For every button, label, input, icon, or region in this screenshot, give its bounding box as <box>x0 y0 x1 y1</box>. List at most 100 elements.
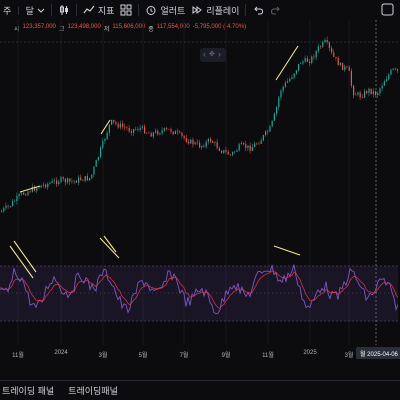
price-candle <box>113 119 115 123</box>
undo-icon <box>254 6 264 15</box>
price-candle <box>34 186 36 191</box>
price-candle <box>199 142 201 148</box>
redo-button[interactable] <box>267 0 285 20</box>
price-candle <box>60 177 62 183</box>
price-candle <box>302 61 304 64</box>
price-candle <box>86 176 88 181</box>
tab-trading-panel[interactable]: 트레이딩 패널 <box>2 386 55 396</box>
layouts-button[interactable] <box>117 0 135 20</box>
price-candle <box>383 81 385 86</box>
price-candle <box>45 184 47 188</box>
time-axis[interactable]: 11월 2024 3월 5월 7월 9월 11월 2025 3월 월 2025-… <box>0 345 400 365</box>
ohlc-legend: 시 123,357,000 고 123,498,000 저 115,606,00… <box>14 24 246 33</box>
price-candle <box>91 174 93 179</box>
price-candle <box>207 139 209 142</box>
price-candle <box>317 46 319 52</box>
undo-button[interactable] <box>249 0 267 20</box>
price-candle <box>139 127 141 131</box>
window-icon <box>381 3 394 16</box>
price-candle <box>27 191 29 196</box>
price-candle <box>271 120 273 127</box>
price-candle <box>273 113 275 121</box>
price-candle <box>267 131 269 132</box>
price-candle <box>168 128 170 130</box>
price-candle <box>357 92 359 95</box>
price-candle <box>53 180 55 182</box>
price-candle <box>306 58 308 62</box>
price-chart[interactable] <box>0 20 398 346</box>
price-candle <box>339 62 341 66</box>
price-candle <box>3 208 5 212</box>
price-candle <box>298 63 300 71</box>
price-candle <box>1 211 3 212</box>
drag-icon: ✥ <box>209 51 215 58</box>
layout-settings-button[interactable] <box>381 3 394 16</box>
price-candle <box>287 81 289 83</box>
price-candle <box>311 56 313 63</box>
price-candle <box>7 205 9 207</box>
price-candle <box>322 41 324 47</box>
price-candle <box>258 143 260 145</box>
price-candle <box>234 151 236 153</box>
price-candle <box>260 140 262 144</box>
price-candle <box>304 58 306 62</box>
price-candle <box>9 206 11 207</box>
tab-trading-panel-2[interactable]: 트레이딩패널 <box>68 386 118 396</box>
timeframe-unit-label: 달 <box>25 5 34 16</box>
price-candle <box>249 145 251 151</box>
redo-icon <box>271 6 281 15</box>
price-candle <box>122 123 124 127</box>
price-candle <box>104 139 106 141</box>
price-candle <box>331 48 333 53</box>
price-candle <box>42 184 44 186</box>
chart-area[interactable] <box>0 20 398 366</box>
price-candle <box>238 144 240 151</box>
change-value: -5,795,000 (-4.70%) <box>192 24 247 30</box>
trend-line <box>19 185 41 193</box>
time-tick: 7월 <box>179 353 189 359</box>
chevron-down-icon <box>37 8 45 13</box>
price-candle <box>111 119 113 125</box>
price-candle <box>282 86 284 91</box>
replay-button[interactable]: 리플레이 <box>188 0 242 20</box>
toolbar-divider <box>245 4 247 16</box>
price-candle <box>216 142 218 149</box>
alert-button[interactable]: 얼러트 <box>142 0 188 20</box>
price-candle <box>56 180 58 185</box>
price-candle <box>163 128 165 131</box>
scroll-handle[interactable]: ‹ ✥ › <box>200 48 226 62</box>
price-candle <box>262 135 264 141</box>
price-candle <box>205 141 207 147</box>
rsi-lines <box>0 264 398 314</box>
bar-style-button[interactable] <box>55 0 73 20</box>
price-candle <box>146 132 148 134</box>
price-candle <box>353 85 355 96</box>
price-candle <box>326 40 328 43</box>
replay-label: 리플레이 <box>206 5 240 16</box>
price-candle <box>366 91 368 94</box>
trend-line <box>100 119 111 135</box>
price-candle <box>12 201 14 207</box>
indicators-button[interactable]: 지표 <box>80 0 118 20</box>
price-candle <box>141 126 143 128</box>
toolbar-divider <box>75 4 77 16</box>
price-candle <box>179 131 181 133</box>
price-candle <box>245 144 247 149</box>
chevron-right-icon: › <box>218 49 221 59</box>
price-candle <box>93 166 95 175</box>
trend-line <box>9 245 34 279</box>
price-candle <box>172 131 174 134</box>
price-candle <box>368 88 370 94</box>
price-candle <box>247 145 249 149</box>
toolbar-divider <box>50 4 52 16</box>
price-candle <box>379 88 381 94</box>
price-candle <box>159 133 161 135</box>
price-candle <box>183 135 185 139</box>
price-candle <box>265 131 267 136</box>
price-candles <box>1 36 398 214</box>
price-candle <box>390 69 392 75</box>
timeframe-button[interactable]: 주 | 달 <box>0 0 48 20</box>
price-candle <box>25 194 27 196</box>
price-candle <box>194 142 196 145</box>
price-candle <box>309 61 311 63</box>
